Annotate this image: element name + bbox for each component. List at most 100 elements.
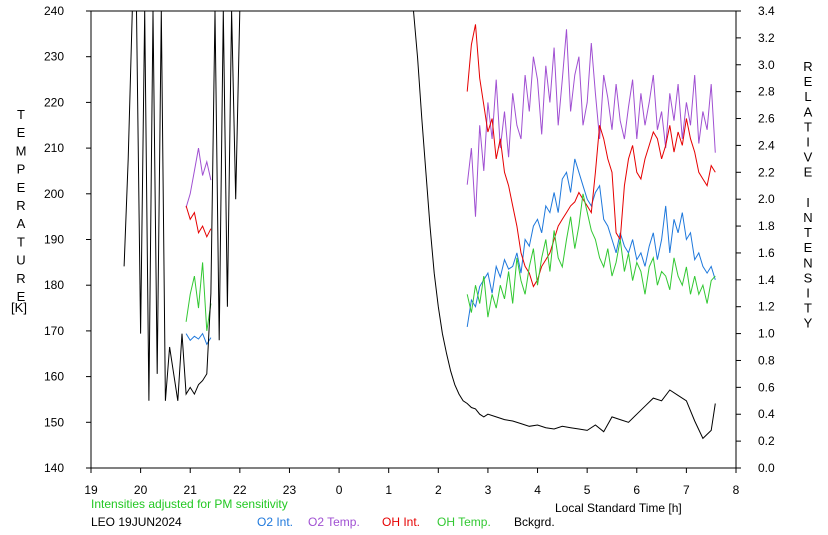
left-axis-title-letter: R	[16, 271, 25, 286]
right-tick-label: 0.6	[758, 380, 775, 394]
x-axis-label: Local Standard Time [h]	[555, 501, 682, 515]
series-line-segment	[466, 193, 716, 318]
x-tick-label: 2	[435, 483, 442, 497]
left-tick-label: 160	[44, 370, 64, 384]
left-tick-label: 190	[44, 233, 64, 247]
series-line-segment	[466, 29, 716, 217]
left-axis-title-letter: P	[17, 162, 26, 177]
right-axis-title-letter: L	[804, 89, 811, 104]
left-tick-label: 140	[44, 461, 64, 475]
right-tick-label: 0.4	[758, 407, 775, 421]
series-line-segment	[185, 332, 212, 346]
right-tick-label: 3.0	[758, 58, 775, 72]
right-axis-title-letter: A	[804, 104, 813, 119]
left-tick-label: 150	[44, 415, 64, 429]
right-axis-title-letter: N	[803, 255, 812, 270]
series-line-segment	[413, 10, 716, 440]
legend-entry: O2 Int.	[257, 515, 293, 529]
right-axis-title-letter: T	[804, 225, 812, 240]
x-tick-label: 5	[584, 483, 591, 497]
left-axis-title-letter: E	[17, 125, 26, 140]
plot-frame	[90, 10, 737, 469]
x-tick-label: 23	[283, 483, 297, 497]
right-axis-title-letter: T	[804, 119, 812, 134]
x-axis-ticks: 19 20 21 22 23 0 1 2 3 4 5 6 7 8	[84, 468, 740, 497]
x-tick-label: 21	[184, 483, 198, 497]
series-o2-int	[185, 158, 716, 346]
series-line-segment	[185, 205, 212, 239]
left-axis-ticks: 140 150 160 170 180 190 200 210 220 230 240	[44, 4, 91, 475]
right-tick-label: 0.2	[758, 434, 775, 448]
series-line-segment	[466, 158, 716, 327]
right-axis-title-letter: Y	[804, 316, 813, 331]
right-tick-label: 1.0	[758, 327, 775, 341]
left-axis-title-letter: T	[17, 107, 25, 122]
x-tick-label: 8	[733, 483, 740, 497]
right-axis-title-letter: I	[806, 135, 810, 150]
series-line-segment	[123, 10, 241, 401]
series-layer	[123, 10, 716, 440]
left-tick-label: 170	[44, 324, 64, 338]
right-axis-title-letter: E	[804, 74, 813, 89]
left-axis-title-letter: U	[16, 253, 25, 268]
right-axis-title-letter: T	[804, 301, 812, 316]
left-tick-label: 230	[44, 50, 64, 64]
left-tick-label: 200	[44, 187, 64, 201]
left-tick-label: 220	[44, 95, 64, 109]
x-tick-label: 6	[633, 483, 640, 497]
right-axis-title-letter: I	[806, 286, 810, 301]
right-axis-title-letter: R	[803, 59, 812, 74]
left-axis-title-letter: E	[17, 289, 26, 304]
right-axis-ticks: 0.0 0.2 0.4 0.6 0.8 1.0 1.2 1.4 1.6 1.8 2.0 2.2 2.4 2…	[736, 4, 775, 475]
x-tick-label: 1	[385, 483, 392, 497]
x-tick-label: 22	[233, 483, 247, 497]
right-axis-title-letter: S	[804, 270, 813, 285]
left-tick-label: 240	[44, 4, 64, 18]
legend-entry: OH Int.	[382, 515, 420, 529]
right-tick-label: 0.8	[758, 353, 775, 367]
right-axis-title-letter: I	[806, 195, 810, 210]
x-tick-label: 4	[534, 483, 541, 497]
series-oh-temp	[185, 193, 716, 331]
legend-entry: O2 Temp.	[308, 515, 360, 529]
x-tick-label: 19	[84, 483, 98, 497]
series-line-segment	[466, 24, 716, 288]
right-tick-label: 1.8	[758, 219, 775, 233]
legend-entry: Bckgrd.	[514, 515, 555, 529]
right-tick-label: 3.2	[758, 31, 775, 45]
pm-sensitivity-note: Intensities adjusted for PM sensitivity	[91, 497, 288, 511]
legend-entry: OH Temp.	[437, 515, 491, 529]
series-bckgrd	[123, 10, 716, 440]
left-tick-label: 180	[44, 278, 64, 292]
right-tick-label: 2.8	[758, 85, 775, 99]
left-axis-unit: [K]	[11, 300, 27, 315]
legend: O2 Int. O2 Temp. OH Int. OH Temp. Bckgrd.	[257, 515, 555, 529]
series-line-segment	[185, 148, 212, 208]
x-tick-label: 7	[683, 483, 690, 497]
right-tick-label: 1.6	[758, 246, 775, 260]
right-axis-title-letter: E	[804, 165, 813, 180]
right-axis-title-letter: N	[803, 210, 812, 225]
left-axis-title-letter: M	[16, 143, 27, 158]
series-o2-temp	[185, 29, 716, 217]
x-tick-label: 0	[336, 483, 343, 497]
right-tick-label: 2.4	[758, 138, 775, 152]
left-axis-title-letter: R	[16, 198, 25, 213]
left-axis-title-letter: E	[17, 180, 26, 195]
right-axis-title-letter: V	[804, 150, 813, 165]
x-tick-label: 3	[485, 483, 492, 497]
x-tick-label: 20	[134, 483, 148, 497]
series-oh-int	[185, 24, 716, 288]
left-axis-title-letter: A	[17, 216, 26, 231]
series-line-segment	[185, 262, 212, 331]
right-tick-label: 2.0	[758, 192, 775, 206]
right-tick-label: 3.4	[758, 4, 775, 18]
right-tick-label: 1.4	[758, 273, 775, 287]
left-tick-label: 210	[44, 141, 64, 155]
right-axis-title-letter: E	[804, 240, 813, 255]
right-tick-label: 0.0	[758, 461, 775, 475]
right-tick-label: 2.2	[758, 165, 775, 179]
left-axis-title-letter: T	[17, 234, 25, 249]
